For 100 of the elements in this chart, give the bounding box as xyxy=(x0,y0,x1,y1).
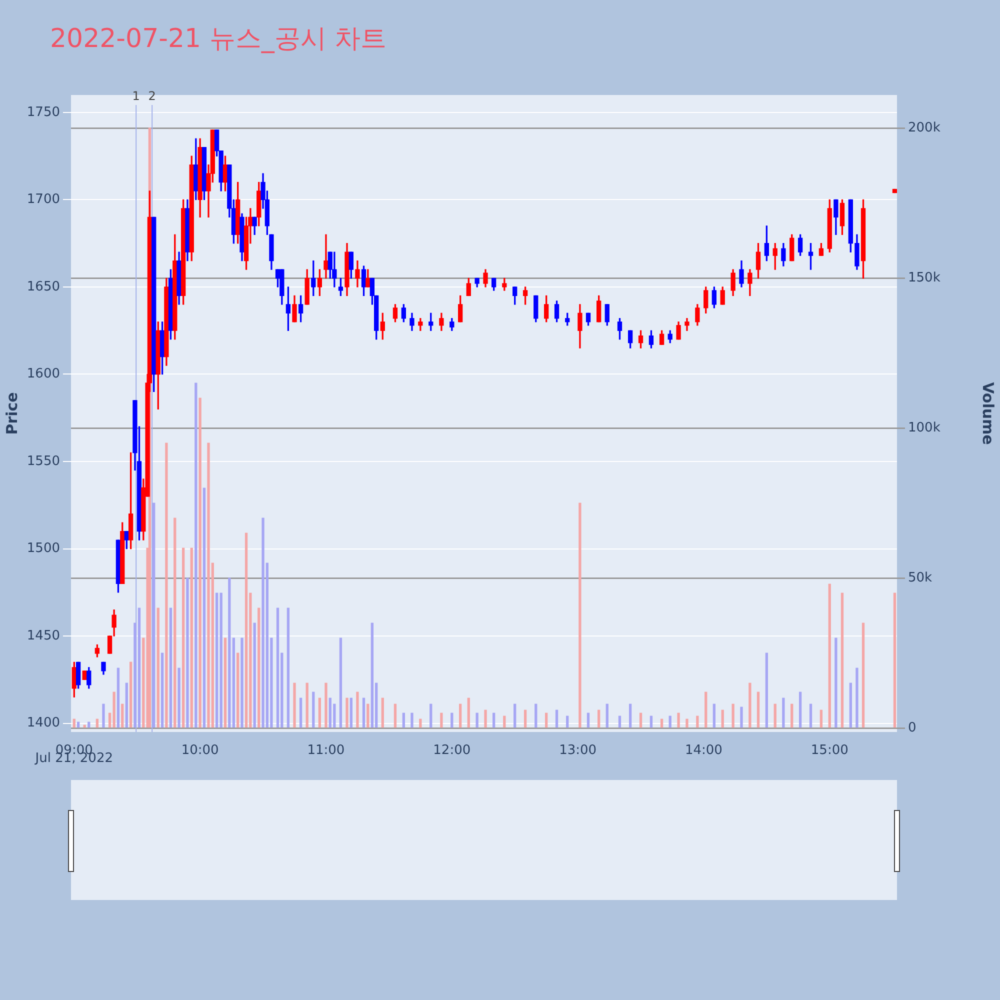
bar xyxy=(276,608,280,728)
bar xyxy=(156,608,160,728)
bar xyxy=(450,712,454,728)
bar xyxy=(356,692,359,728)
bar xyxy=(704,692,708,728)
bar xyxy=(834,638,838,728)
bar xyxy=(828,584,831,728)
y-tick-label: 1550 xyxy=(26,454,60,469)
bar xyxy=(190,548,193,728)
y2-axis-title: Volume xyxy=(979,382,998,445)
bar xyxy=(370,622,374,728)
bar xyxy=(116,668,120,728)
bar xyxy=(186,578,189,728)
bar xyxy=(165,442,168,728)
bar xyxy=(782,698,785,728)
bar xyxy=(410,712,414,728)
bar xyxy=(381,698,384,728)
bar xyxy=(740,706,743,728)
y-tick-label: 1650 xyxy=(26,279,60,294)
bar xyxy=(696,716,699,728)
bar xyxy=(293,682,296,728)
bar xyxy=(534,704,538,728)
bar xyxy=(240,638,244,728)
bar xyxy=(215,592,218,728)
bar xyxy=(492,712,496,728)
bar xyxy=(346,698,348,728)
bar xyxy=(849,682,852,728)
bar xyxy=(586,712,590,728)
bar xyxy=(774,704,776,728)
bar xyxy=(232,638,236,728)
annotation: 2 xyxy=(148,89,156,104)
bar xyxy=(306,682,308,728)
bar xyxy=(650,716,653,728)
bar xyxy=(220,592,222,728)
bar xyxy=(174,518,176,728)
bar xyxy=(224,638,227,728)
candlestick xyxy=(82,670,87,680)
y-axis-title: Price xyxy=(2,392,21,435)
bar xyxy=(544,712,548,728)
bar xyxy=(467,698,470,728)
y-tick-label: 1750 xyxy=(26,104,60,120)
bar xyxy=(121,704,124,728)
bar xyxy=(312,692,315,728)
bar xyxy=(129,662,132,728)
bar xyxy=(668,716,672,728)
bar xyxy=(798,692,802,728)
bar xyxy=(366,704,370,728)
bar xyxy=(555,710,558,728)
bar xyxy=(440,712,443,728)
bar xyxy=(102,704,105,728)
bar xyxy=(862,622,865,728)
annotation: 1 xyxy=(132,89,140,104)
bar xyxy=(125,682,128,728)
bar xyxy=(362,698,366,728)
bar xyxy=(598,710,600,728)
y2-tick-label: 0 xyxy=(908,720,916,736)
bar xyxy=(476,712,478,728)
y2-tick-label: 150k xyxy=(908,270,941,286)
bar xyxy=(262,518,264,728)
chart-title: 2022-07-21 뉴스_공시 차트 xyxy=(50,24,387,54)
bar xyxy=(790,704,794,728)
bar xyxy=(856,668,858,728)
y2-tick-label: 50k xyxy=(908,570,933,586)
bar xyxy=(712,704,716,728)
bar xyxy=(194,382,198,728)
bar xyxy=(178,668,180,728)
bar xyxy=(112,692,116,728)
bar xyxy=(484,710,487,728)
x-tick-label: 14:00 xyxy=(684,743,722,758)
x-tick-label: 13:00 xyxy=(559,743,597,758)
bar xyxy=(286,608,290,728)
bar xyxy=(169,608,172,728)
bar xyxy=(566,716,569,728)
bar xyxy=(253,622,256,728)
bar xyxy=(606,704,608,728)
bar xyxy=(893,592,896,728)
bar xyxy=(809,704,812,728)
bar xyxy=(721,710,724,728)
bar xyxy=(765,652,768,728)
y-tick-label: 1450 xyxy=(26,628,60,644)
bar xyxy=(628,704,632,728)
y-tick-label: 1700 xyxy=(26,192,60,208)
bar xyxy=(503,716,506,728)
bar xyxy=(244,532,248,728)
y2-tick-label: 200k xyxy=(908,120,941,136)
bar xyxy=(299,698,302,728)
bar xyxy=(732,704,734,728)
bar xyxy=(820,710,823,728)
y2-tick-label: 100k xyxy=(908,420,941,436)
bar xyxy=(748,682,752,728)
bar xyxy=(160,652,164,728)
bar xyxy=(324,682,328,728)
x-tick-label: 12:00 xyxy=(433,743,471,758)
bar xyxy=(524,710,527,728)
bar xyxy=(394,704,397,728)
bar xyxy=(350,698,352,728)
bar xyxy=(182,548,185,728)
bar xyxy=(756,692,760,728)
bar xyxy=(258,608,260,728)
bar xyxy=(514,704,516,728)
